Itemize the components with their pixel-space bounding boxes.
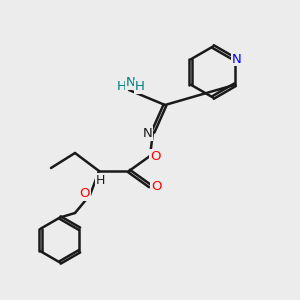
Text: H: H (135, 80, 144, 94)
Text: O: O (150, 149, 161, 163)
Text: N: N (143, 127, 152, 140)
Text: O: O (151, 179, 161, 193)
Text: O: O (79, 187, 90, 200)
Text: H: H (117, 80, 126, 94)
Text: N: N (126, 76, 135, 89)
Text: H: H (96, 173, 105, 187)
Text: N: N (232, 53, 242, 66)
